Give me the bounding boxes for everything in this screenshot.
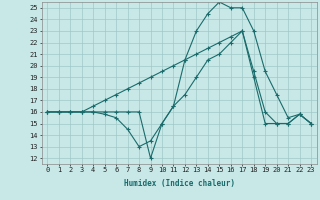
X-axis label: Humidex (Indice chaleur): Humidex (Indice chaleur) xyxy=(124,179,235,188)
